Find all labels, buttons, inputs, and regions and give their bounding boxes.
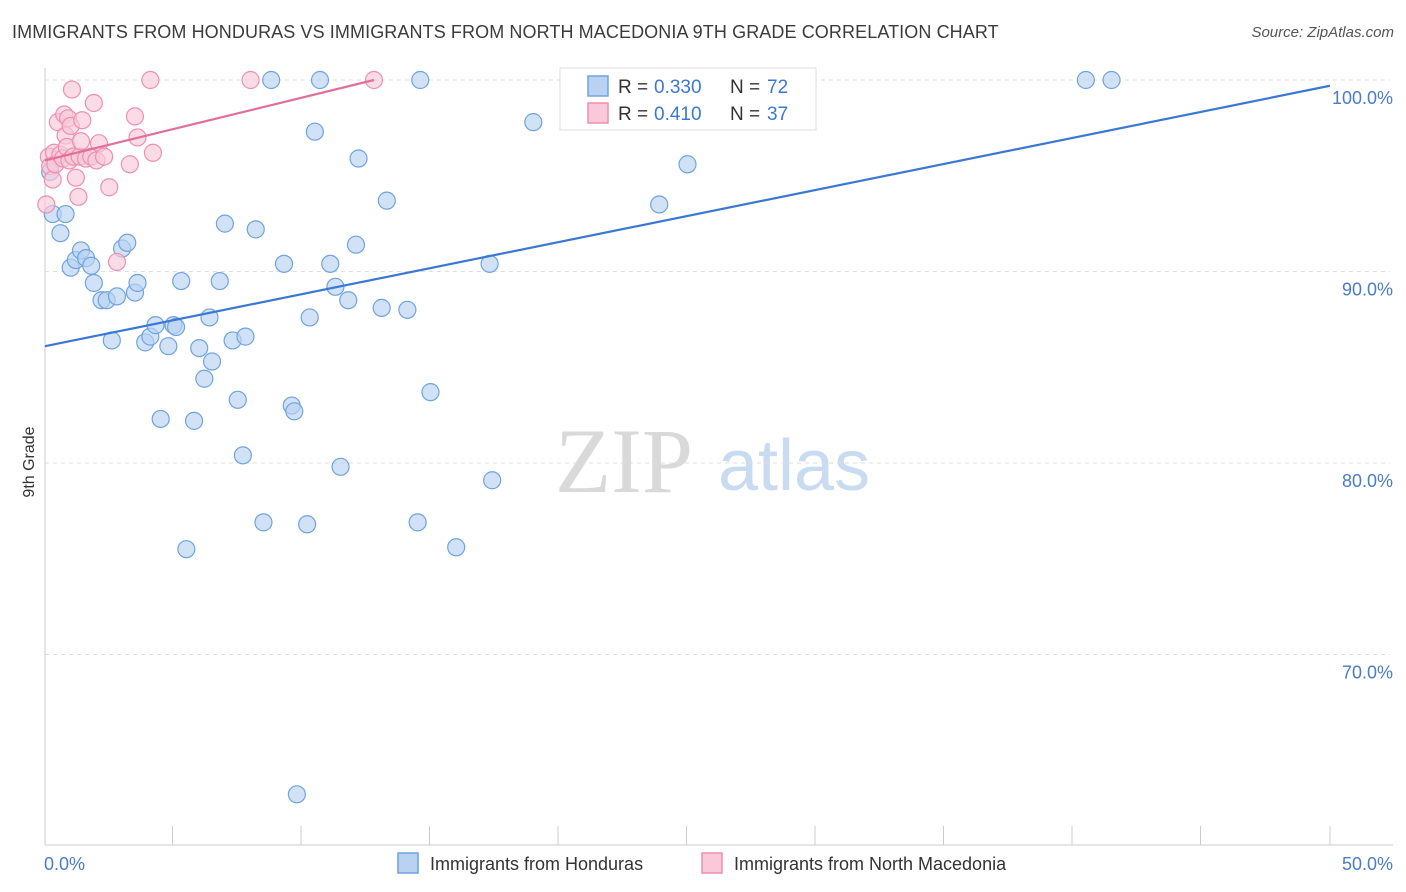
point-honduras-33 [215, 214, 234, 233]
point-honduras-40 [262, 70, 281, 90]
point-honduras-28 [190, 339, 209, 358]
point-north-macedonia-15 [62, 80, 82, 99]
bottom-legend-swatch-honduras [397, 852, 419, 874]
point-honduras-57 [398, 300, 417, 319]
point-honduras-29 [195, 369, 214, 388]
point-north-macedonia-3 [43, 170, 62, 189]
series-legend: Immigrants from Honduras Immigrants from… [397, 852, 1007, 874]
point-north-macedonia-31 [125, 107, 145, 126]
point-honduras-37 [236, 327, 255, 346]
point-north-macedonia-17 [66, 168, 85, 187]
point-honduras-53 [346, 235, 366, 254]
point-honduras-45 [298, 515, 317, 534]
point-honduras-55 [372, 298, 391, 317]
point-honduras-17 [128, 273, 147, 293]
legend-r-label-2: R = [618, 104, 648, 125]
watermark-zip: ZIP [555, 410, 693, 512]
legend-swatch-north-macedonia [587, 102, 609, 124]
point-north-macedonia-28 [100, 178, 119, 197]
legend-n-label-2: N = [730, 104, 760, 125]
point-north-macedonia-21 [73, 111, 92, 130]
point-honduras-31 [202, 352, 222, 371]
point-honduras-25 [172, 271, 191, 291]
point-north-macedonia-18 [69, 187, 88, 206]
y-tick-label-70: 70.0% [1342, 663, 1393, 683]
legend-r-value-1: 0.330 [654, 77, 702, 98]
point-honduras-13 [107, 287, 127, 306]
point-honduras-63 [483, 471, 502, 490]
point-honduras-27 [184, 411, 204, 430]
point-honduras-15 [118, 233, 137, 252]
chart-title: IMMIGRANTS FROM HONDURAS VS IMMIGRANTS F… [12, 22, 999, 42]
point-honduras-59 [411, 70, 430, 90]
point-honduras-21 [151, 409, 170, 429]
legend-n-label-1: N = [730, 77, 760, 98]
point-honduras-66 [650, 195, 669, 214]
stats-legend: R = 0.330 N = 72 R = 0.410 N = 37 [559, 67, 817, 131]
x-tick-label-50: 50.0% [1342, 854, 1393, 874]
point-honduras-46 [300, 308, 319, 327]
y-tick-label-80: 80.0% [1342, 471, 1393, 491]
point-honduras-61 [447, 538, 466, 557]
legend-n-value-1: 72 [767, 77, 788, 98]
point-north-macedonia-0 [37, 195, 56, 214]
point-honduras-32 [210, 271, 229, 291]
point-honduras-38 [246, 220, 265, 239]
point-honduras-54 [349, 149, 368, 168]
legend-swatch-honduras [587, 75, 609, 97]
point-honduras-70 [1076, 70, 1095, 90]
legend-r-label-1: R = [618, 77, 648, 98]
trendline-honduras [44, 84, 1331, 348]
point-honduras-8 [82, 256, 101, 275]
point-north-macedonia-27 [95, 147, 114, 166]
point-honduras-71 [1102, 70, 1121, 90]
point-honduras-43 [285, 402, 304, 421]
point-honduras-56 [377, 191, 396, 210]
point-honduras-39 [254, 513, 273, 532]
point-north-macedonia-24 [84, 93, 103, 113]
point-honduras-64 [524, 113, 543, 132]
point-honduras-51 [331, 457, 350, 476]
source-credit: Source: ZipAtlas.com [1251, 24, 1394, 41]
y-tick-label-100: 100.0% [1332, 88, 1393, 108]
y-axis-title: 9th Grade [21, 426, 38, 497]
point-honduras-9 [84, 273, 103, 293]
legend-n-value-2: 37 [767, 104, 788, 125]
point-honduras-44 [287, 785, 306, 804]
point-honduras-41 [274, 254, 294, 273]
point-honduras-3 [56, 204, 75, 224]
point-honduras-26 [177, 540, 196, 559]
point-honduras-68 [678, 155, 697, 174]
point-north-macedonia-34 [141, 70, 160, 90]
point-honduras-52 [339, 291, 358, 310]
bottom-legend-label-north-macedonia: Immigrants from North Macedonia [734, 854, 1007, 874]
point-north-macedonia-20 [71, 132, 91, 151]
point-honduras-48 [310, 70, 330, 90]
watermark-atlas: atlas [718, 426, 870, 506]
point-honduras-36 [233, 446, 252, 465]
point-honduras-58 [408, 513, 427, 532]
point-north-macedonia-30 [120, 155, 139, 174]
legend-r-value-2: 0.410 [654, 104, 702, 125]
point-honduras-60 [421, 383, 440, 402]
bottom-legend-swatch-north-macedonia [701, 852, 723, 874]
point-north-macedonia-35 [241, 70, 260, 90]
point-honduras-47 [305, 122, 324, 141]
point-honduras-35 [228, 390, 247, 409]
point-honduras-49 [321, 254, 340, 273]
point-honduras-2 [51, 224, 70, 243]
bottom-legend-label-honduras: Immigrants from Honduras [430, 854, 643, 874]
point-north-macedonia-33 [143, 143, 163, 162]
trendline-north-macedonia [44, 78, 375, 162]
point-north-macedonia-29 [107, 252, 127, 272]
y-tick-label-90: 90.0% [1342, 280, 1393, 300]
point-honduras-22 [159, 337, 178, 356]
x-tick-label-0: 0.0% [44, 854, 85, 874]
